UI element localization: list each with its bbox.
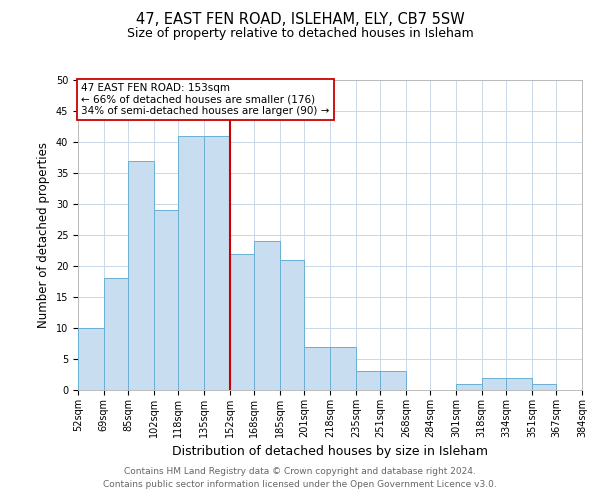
Text: Size of property relative to detached houses in Isleham: Size of property relative to detached ho… xyxy=(127,28,473,40)
Bar xyxy=(178,136,204,390)
X-axis label: Distribution of detached houses by size in Isleham: Distribution of detached houses by size … xyxy=(172,446,488,458)
Text: Contains HM Land Registry data © Crown copyright and database right 2024.
Contai: Contains HM Land Registry data © Crown c… xyxy=(103,468,497,489)
Bar xyxy=(506,378,532,390)
Bar xyxy=(230,254,254,390)
Bar xyxy=(78,328,104,390)
Y-axis label: Number of detached properties: Number of detached properties xyxy=(37,142,50,328)
Bar xyxy=(482,378,506,390)
Bar xyxy=(532,384,556,390)
Bar xyxy=(204,136,230,390)
Bar xyxy=(128,160,154,390)
Bar xyxy=(330,346,356,390)
Bar xyxy=(380,372,406,390)
Bar xyxy=(356,372,380,390)
Bar xyxy=(280,260,304,390)
Bar xyxy=(104,278,128,390)
Text: 47 EAST FEN ROAD: 153sqm
← 66% of detached houses are smaller (176)
34% of semi-: 47 EAST FEN ROAD: 153sqm ← 66% of detach… xyxy=(81,83,329,116)
Bar xyxy=(154,210,178,390)
Text: 47, EAST FEN ROAD, ISLEHAM, ELY, CB7 5SW: 47, EAST FEN ROAD, ISLEHAM, ELY, CB7 5SW xyxy=(136,12,464,28)
Bar xyxy=(304,346,330,390)
Bar xyxy=(254,241,280,390)
Bar xyxy=(456,384,482,390)
